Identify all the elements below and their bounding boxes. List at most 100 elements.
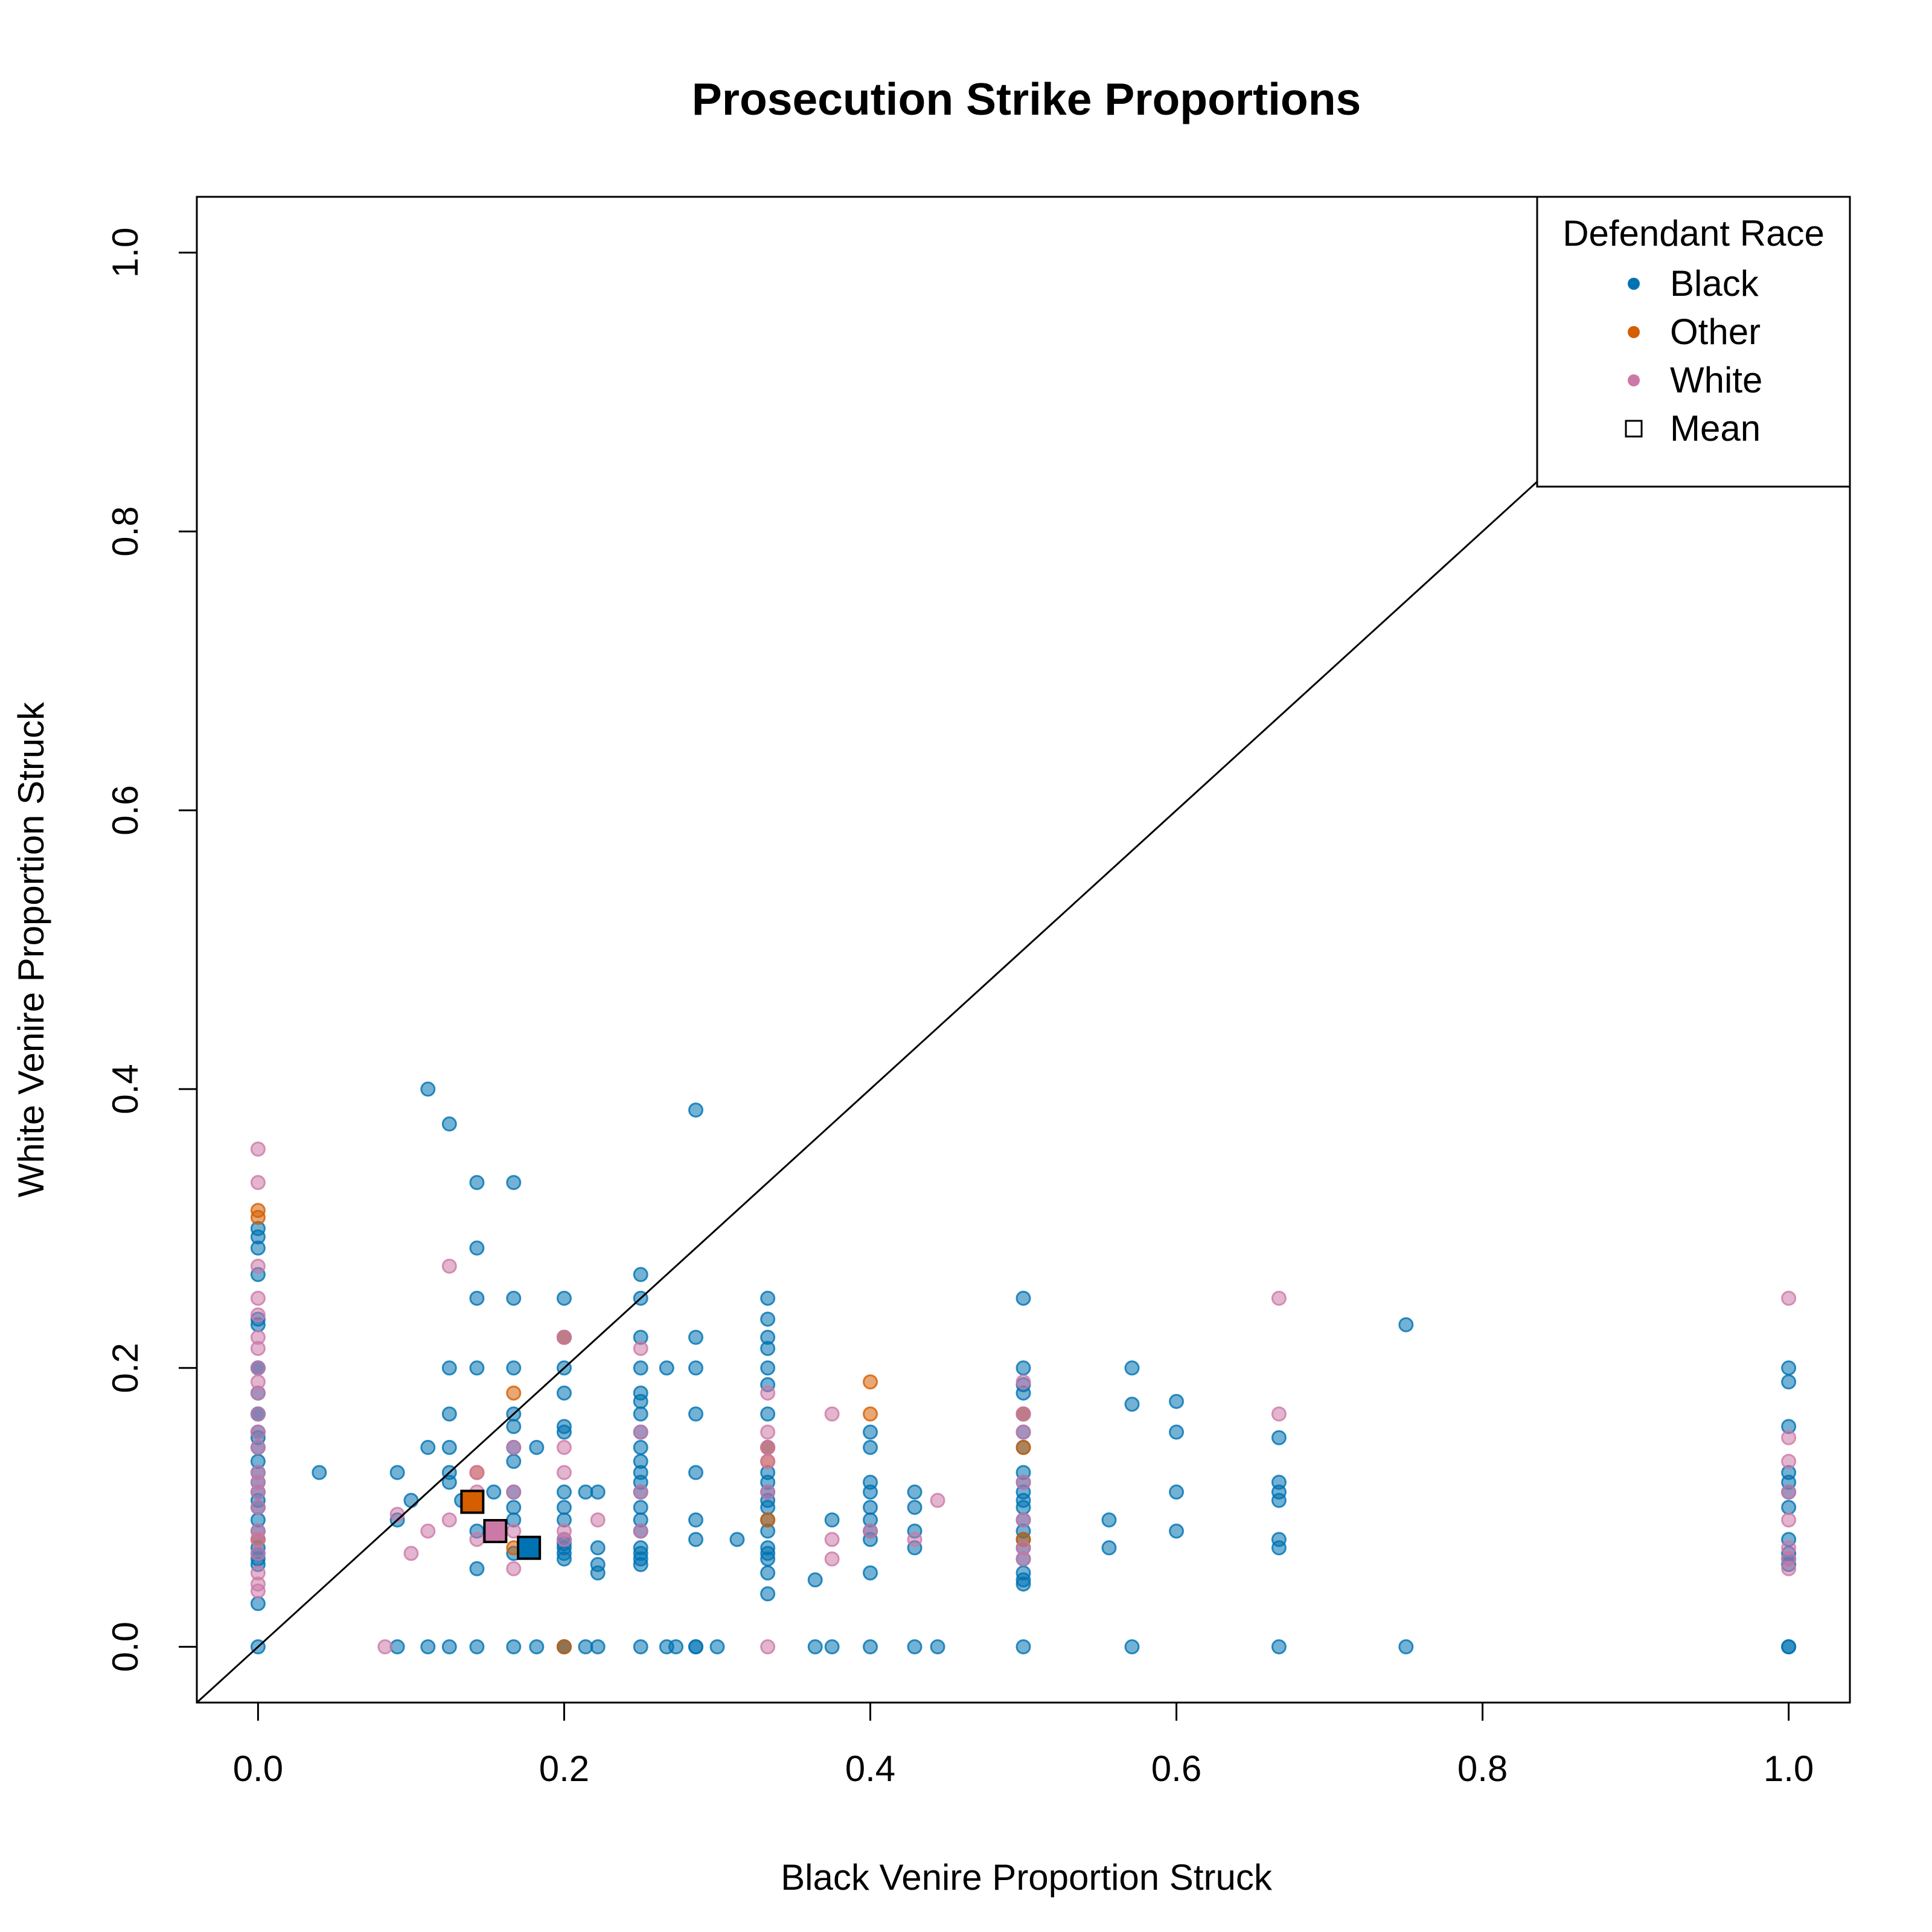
point-white: [1271, 1290, 1287, 1306]
point-white: [441, 1258, 457, 1274]
point-black: [469, 1290, 485, 1306]
point-black: [688, 1512, 703, 1527]
point-black: [529, 1439, 545, 1455]
point-black: [633, 1500, 648, 1515]
x-tick-label: 0.6: [1151, 1748, 1201, 1789]
y-tick-label: 0.8: [105, 507, 146, 557]
x-tick-label: 0.8: [1457, 1748, 1508, 1789]
legend-title: Defendant Race: [1563, 213, 1825, 254]
point-black: [556, 1424, 572, 1440]
point-black: [469, 1561, 485, 1576]
point-other: [506, 1385, 522, 1401]
point-black: [688, 1532, 703, 1547]
point-white: [250, 1175, 266, 1191]
point-black: [907, 1484, 923, 1500]
point-black: [441, 1474, 457, 1490]
point-white: [441, 1512, 457, 1527]
point-white: [862, 1523, 878, 1539]
point-black: [250, 1596, 266, 1611]
point-black: [807, 1572, 823, 1588]
point-white: [250, 1360, 266, 1376]
point-white: [250, 1406, 266, 1422]
point-white: [250, 1424, 266, 1440]
point-black: [688, 1360, 703, 1376]
point-black: [1398, 1639, 1414, 1655]
point-black: [760, 1290, 776, 1306]
y-tick-label: 0.6: [105, 785, 146, 835]
point-other: [1016, 1439, 1031, 1455]
point-white: [250, 1258, 266, 1274]
points-layer: [250, 1081, 1797, 1655]
point-black: [1781, 1360, 1797, 1376]
point-white: [760, 1484, 776, 1500]
x-axis: 0.0 0.2 0.4 0.6 0.8 1.0: [233, 1701, 1814, 1789]
legend-label-white: White: [1670, 360, 1762, 400]
y-axis: 0.0 0.2 0.4 0.6 0.8 1.0: [105, 228, 198, 1672]
point-black: [862, 1484, 878, 1500]
point-black: [389, 1639, 405, 1655]
point-white: [403, 1546, 419, 1561]
point-white: [506, 1484, 522, 1500]
point-white: [760, 1439, 776, 1455]
point-white: [1781, 1561, 1797, 1576]
point-black: [688, 1406, 703, 1422]
point-black: [420, 1439, 436, 1455]
point-white: [250, 1290, 266, 1306]
point-white: [633, 1484, 648, 1500]
point-black: [1016, 1576, 1031, 1592]
legend-box: [1536, 196, 1851, 488]
point-black: [760, 1406, 776, 1422]
point-black: [578, 1639, 593, 1655]
point-black: [389, 1465, 405, 1480]
point-black: [506, 1419, 522, 1435]
point-black: [633, 1406, 648, 1422]
point-black: [659, 1360, 674, 1376]
point-white: [1271, 1406, 1287, 1422]
point-black: [862, 1424, 878, 1440]
point-black: [420, 1639, 436, 1655]
point-black: [668, 1639, 684, 1655]
x-axis-label: Black Venire Proportion Struck: [781, 1857, 1273, 1898]
point-black: [688, 1465, 703, 1480]
point-black: [250, 1240, 266, 1256]
point-black: [556, 1385, 572, 1401]
point-black: [506, 1453, 522, 1469]
point-black: [441, 1406, 457, 1422]
point-black: [1271, 1430, 1287, 1445]
point-black: [590, 1540, 606, 1556]
point-black: [1169, 1393, 1185, 1409]
x-tick-label: 1.0: [1764, 1748, 1814, 1789]
point-white: [1016, 1424, 1031, 1440]
point-white: [633, 1424, 648, 1440]
point-white: [1781, 1290, 1797, 1306]
point-white: [1781, 1484, 1797, 1500]
point-black: [529, 1639, 545, 1655]
legend-symbol-black: [1628, 278, 1640, 290]
point-black: [807, 1639, 823, 1655]
point-black: [1169, 1523, 1185, 1539]
point-black: [824, 1639, 840, 1655]
point-black: [633, 1393, 648, 1409]
point-black: [590, 1484, 606, 1500]
point-black: [1124, 1360, 1140, 1376]
point-black: [633, 1639, 648, 1655]
legend-symbol-white: [1628, 374, 1640, 386]
point-black: [1781, 1374, 1797, 1390]
point-black: [1169, 1484, 1185, 1500]
x-tick-label: 0.0: [233, 1748, 283, 1789]
point-black: [907, 1639, 923, 1655]
point-white: [250, 1546, 266, 1561]
point-white: [250, 1484, 266, 1500]
point-black: [760, 1311, 776, 1327]
point-black: [1124, 1396, 1140, 1412]
point-black: [441, 1639, 457, 1655]
point-white: [469, 1465, 485, 1480]
point-white: [760, 1453, 776, 1469]
point-black: [469, 1240, 485, 1256]
point-white: [1781, 1430, 1797, 1445]
point-white: [824, 1532, 840, 1547]
point-white: [556, 1465, 572, 1480]
point-white: [590, 1512, 606, 1527]
point-white: [1016, 1474, 1031, 1490]
point-white: [907, 1532, 923, 1547]
